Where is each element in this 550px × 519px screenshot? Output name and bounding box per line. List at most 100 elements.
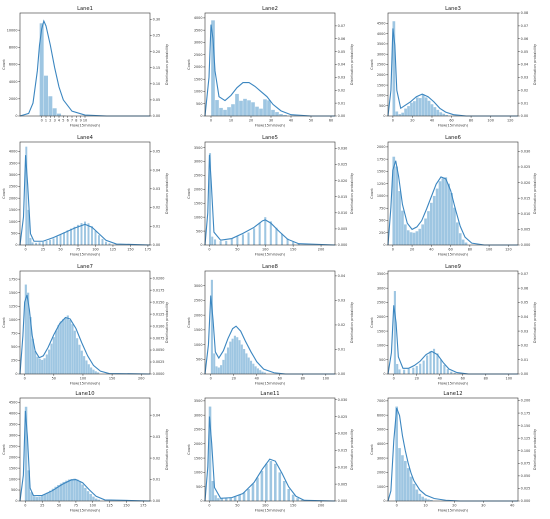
hist-bar (224, 353, 227, 374)
hist-bar (256, 477, 259, 501)
hist-bar (35, 242, 38, 245)
hist-bar (406, 230, 410, 245)
hist-bar (444, 177, 448, 245)
x-tick-label: 20 (249, 119, 253, 123)
x-tick-label: 0 (24, 504, 26, 508)
y-tick-label-right: 0.00 (153, 243, 161, 247)
x-tick-label: 200 (138, 377, 144, 381)
y-tick-label-left: 0 (200, 114, 202, 118)
hist-bar (89, 493, 92, 501)
x-tick-label: 80 (469, 119, 473, 123)
y-tick-label-left: 2500 (9, 185, 18, 189)
x-tick-label: 40 (438, 377, 442, 381)
y-tick-label-left: 2500 (194, 174, 203, 178)
hist-bar (38, 496, 41, 501)
y-axis-label-right: Distribution probability (165, 428, 169, 470)
y-tick-label-left: 2500 (194, 428, 203, 432)
hist-bar (458, 233, 462, 245)
y-tick-label-right: 0.025 (338, 163, 348, 167)
y-axis-label-right: Distribution probability (165, 301, 169, 343)
hist-bar (278, 472, 282, 501)
hist-bar (73, 330, 76, 374)
hist-bar (429, 351, 432, 374)
hist-bar (412, 483, 416, 501)
hist-bar (404, 108, 407, 116)
y-tick-label-right: 0.00 (153, 114, 161, 118)
hist-bar (48, 349, 51, 374)
x-tick-label: 150 (290, 504, 296, 508)
hist-bar (80, 350, 83, 374)
y-tick-label-left: 500 (379, 219, 385, 223)
hist-bar (87, 223, 90, 245)
y-tick-label-left: 2500 (194, 53, 203, 57)
x-tick-label: 40 (255, 377, 259, 381)
hist-bar (287, 488, 290, 501)
subplot-lane3: Lane3 0 20 40 60 80 100 120 0 500 1000 1500 2000 2500… (370, 6, 537, 128)
hist-bar (229, 497, 232, 501)
y-tick-label-left: 3000 (377, 286, 386, 290)
hist-bar (52, 108, 57, 116)
hist-bar (398, 114, 402, 116)
x-tick-label: 3 (54, 119, 56, 123)
y-tick-label-left: 2000 (9, 97, 18, 101)
hist-bar (213, 353, 216, 374)
hist-bar (222, 359, 225, 374)
y-tick-label-right: 0.07 (521, 24, 529, 28)
x-axis-label: Flow(15min/veh) (70, 382, 101, 386)
hist-bar (225, 240, 228, 245)
y-tick-label-left: 1000 (377, 344, 386, 348)
hist-bar (418, 228, 422, 245)
y-tick-label-left: 500 (196, 357, 202, 361)
hist-bar (410, 102, 413, 116)
hist-bar (52, 337, 55, 374)
subplot-title: Lane10 (75, 391, 94, 397)
y-tick-label-left: 500 (379, 104, 385, 108)
hist-bar (421, 224, 424, 245)
y-tick-label-right: 0.06 (338, 37, 346, 41)
y-axis-label-left: Count (370, 444, 374, 455)
hist-bar (30, 492, 33, 501)
y-tick-label-left: 2000 (377, 145, 386, 149)
hist-bar (54, 486, 57, 501)
x-tick-label: 30 (269, 119, 273, 123)
hist-bar (279, 114, 283, 116)
hist-bar (98, 235, 100, 245)
x-tick-label: 80 (468, 248, 472, 252)
hist-bar (264, 217, 267, 245)
hist-bar (241, 234, 244, 245)
subplot-lane4: Lane4 0 25 50 75 100 125 150 175 0 500 1000 1500 2000… (2, 135, 169, 257)
y-axis-label-right: Distribution probability (533, 301, 537, 343)
hist-bar (300, 499, 304, 501)
subplot-lane10: Lane10 0 25 50 75 100 125 150 175 0 500 1000 1500 200… (2, 391, 169, 513)
x-tick-label: 80 (301, 377, 305, 381)
hist-bar (233, 335, 236, 374)
hist-bar (283, 115, 287, 116)
y-axis-label-left: Count (370, 317, 374, 328)
hist-bar (63, 232, 65, 245)
hist-bar (395, 111, 399, 116)
hist-bar (31, 242, 34, 245)
y-axis-label-left: Count (187, 59, 191, 70)
y-tick-label-left: 3500 (377, 42, 386, 46)
hist-bar (445, 114, 448, 116)
hist-bar (419, 363, 422, 374)
y-tick-label-right: 0.07 (521, 272, 529, 276)
subplot-title: Lane1 (77, 6, 93, 12)
y-tick-label-right: 0.02 (521, 88, 529, 92)
y-tick-label-left: 750 (379, 206, 385, 210)
x-tick-label: 120 (505, 248, 511, 252)
x-axis-label: Flow(15min/veh) (70, 509, 101, 513)
hist-bar (236, 337, 239, 374)
subplot-title: Lane6 (445, 135, 461, 141)
hist-bar (418, 493, 422, 501)
y-tick-label-right: 0.030 (521, 150, 531, 154)
y-tick-label-left: 0 (15, 499, 17, 503)
hist-bar (223, 109, 227, 116)
x-tick-label: 150 (127, 248, 133, 252)
hist-bar (441, 178, 445, 245)
y-tick-label-left: 2500 (377, 63, 386, 67)
y-tick-label-left: 6000 (377, 413, 386, 417)
axes-frame (204, 270, 336, 375)
y-axis-label-right: Distribution probability (165, 172, 169, 214)
